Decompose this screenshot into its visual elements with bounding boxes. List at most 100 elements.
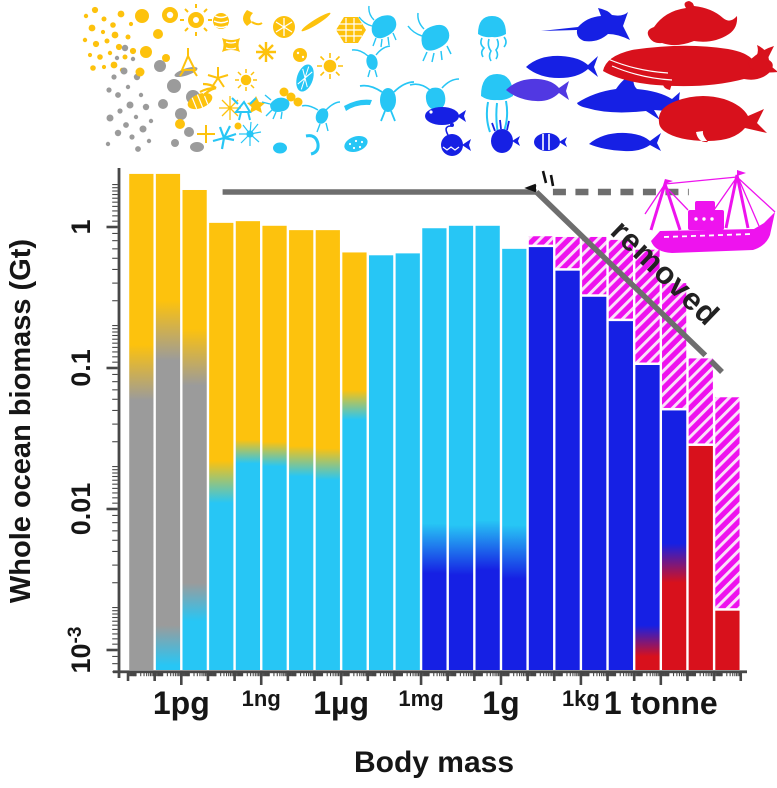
- copepod-small-icon: [351, 45, 391, 78]
- biomass-bar-10e1g: [528, 247, 554, 670]
- dolphin-icon: [647, 1, 738, 46]
- biomass-bar-10e5g: [635, 365, 660, 670]
- needle-diatom-icon: [301, 12, 331, 32]
- biomass-bar-10e4g: [608, 321, 633, 670]
- biomass-bar-10e-8g: [289, 230, 314, 670]
- biomass-bar-10e-1g: [475, 225, 500, 671]
- whale-icon: [603, 45, 777, 90]
- x-tick-1mg: 1mg: [398, 686, 443, 711]
- y-axis-title: Whole ocean biomass (Gt): [5, 239, 37, 603]
- zooplankton-icons: [212, 5, 513, 156]
- pillow-diatom-icon: [222, 38, 240, 52]
- jellyfish-icon: [481, 74, 513, 140]
- biomass-bar-10e0g: [502, 248, 527, 670]
- x-tick-1g: 1g: [482, 685, 519, 721]
- axes: [106, 168, 747, 685]
- shrimp-larva-icon: [261, 94, 290, 120]
- fan-broom-cell-icon: [199, 82, 217, 98]
- arrow-worm-icon: [344, 99, 372, 111]
- removed-biomass-bar-10e1g: [528, 236, 554, 245]
- biomass-bar-10e-11g: [209, 222, 234, 671]
- striped-cell-icon: [213, 13, 229, 29]
- star-diatom-icon: [247, 96, 265, 113]
- biomass-bar-10e6g: [662, 410, 687, 670]
- biomass-bar-10e3g: [582, 296, 607, 670]
- cross-star-icon: [197, 125, 215, 143]
- spiky-sun-cell-icon: [317, 53, 343, 79]
- exploited-biomass-slope-line: [534, 190, 708, 358]
- biomass-bar-10e-6g: [342, 252, 367, 670]
- sand-dollar-diatom-icon: [273, 16, 295, 38]
- biomass-bar-10e-5g: [368, 255, 394, 671]
- spider-radiolarian-icon: [239, 121, 262, 146]
- phytoplankton-cells-icon: [135, 4, 366, 143]
- organism-size-banner: [82, 1, 777, 156]
- striped-fish-icon: [534, 133, 567, 151]
- krill-icon: [358, 5, 397, 48]
- biomass-bar-10e-7g: [315, 230, 340, 670]
- y-tick-10-3: 10-3: [65, 627, 96, 674]
- x-tick-1pg: 1pg: [153, 685, 210, 721]
- leaf-diatom-icon: [296, 64, 314, 92]
- removed-biomass-bar-10e8g: [715, 397, 740, 609]
- hook-larva-icon: [305, 134, 320, 156]
- mesh-diatom-icon: [336, 17, 366, 43]
- removed-biomass-bar-10e2g: [555, 236, 580, 269]
- removed-biomass-bar-10e7g: [688, 358, 713, 444]
- copepod-icon: [359, 81, 415, 122]
- biomass-bar-10e-14g: [129, 173, 154, 670]
- shark-icon: [577, 74, 681, 120]
- tiny-cell-icon: [234, 122, 242, 130]
- biomass-bar-10e-13g: [155, 173, 181, 670]
- chain-diatom-icon: [279, 87, 303, 107]
- biomass-bar-10e-2g: [448, 225, 474, 671]
- y-tick-0.1: 0.1: [66, 349, 96, 387]
- x-tick-1 tonne: 1 tonne: [604, 685, 718, 721]
- biomass-bar-10e8g: [715, 610, 740, 670]
- small-sun-icon: [235, 69, 257, 91]
- biomass-spectrum-plot: [106, 168, 747, 685]
- x-tick-1kg: 1kg: [562, 686, 600, 711]
- line-break-icon: [524, 170, 555, 193]
- ribbed-capsule-diatom-icon: [187, 92, 213, 110]
- mammal-icons: [603, 1, 777, 143]
- flounder-icon: [425, 107, 466, 125]
- fish-icons: [425, 8, 681, 156]
- x-tick-1ng: 1ng: [242, 686, 281, 711]
- picoplankton-dots-icon: [82, 6, 137, 73]
- biomass-bar-10e-9g: [262, 225, 287, 671]
- five-arm-star-icon: [207, 67, 229, 88]
- reef-fish-icon: [506, 78, 569, 102]
- starburst-cell-icon: [219, 96, 241, 120]
- removed-biomass-bar-10e6g: [662, 283, 687, 408]
- salmon-icon: [589, 132, 661, 152]
- radiolarian-gear-icon: [180, 4, 212, 36]
- fishing-trawler-icon: [644, 170, 776, 253]
- horned-dino-icon: [179, 48, 198, 77]
- bars: [129, 173, 740, 671]
- egg-cell-icon: [273, 142, 287, 154]
- tuna-icon: [526, 55, 598, 78]
- spotted-ostracod-icon: [344, 135, 368, 153]
- x-axis-title: Body mass: [354, 746, 514, 779]
- swordfish-icon: [541, 8, 630, 42]
- dugong-icon: [658, 95, 767, 143]
- biomass-bar-10e-10g: [235, 221, 261, 670]
- round-cell-icon: [175, 119, 185, 129]
- coccolithophore-icon: [162, 7, 178, 23]
- spiky-star-larva-icon: [212, 125, 237, 150]
- y-tick-labels: 1 0.1 0.01 10-3: [65, 219, 96, 673]
- anglerfish-icon: [441, 123, 471, 156]
- slope-line-tail-dash: [709, 359, 724, 374]
- jelly-larva-icon: [478, 16, 507, 62]
- biomass-bar-10e-4g: [395, 253, 420, 670]
- virus-bacteria-dots-icon: [105, 44, 154, 152]
- biomass-bar-10e-12g: [182, 189, 207, 671]
- triangle-larva-icon: [231, 97, 257, 121]
- copepod-larva-icon: [301, 101, 341, 133]
- star-cell-icon: [256, 42, 276, 62]
- krill-2-icon: [407, 12, 452, 63]
- biomass-bar-10e2g: [555, 270, 580, 670]
